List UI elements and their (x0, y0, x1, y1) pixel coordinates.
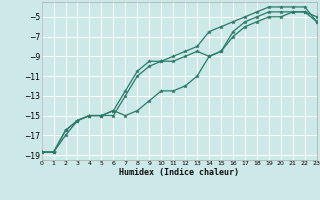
X-axis label: Humidex (Indice chaleur): Humidex (Indice chaleur) (119, 168, 239, 177)
